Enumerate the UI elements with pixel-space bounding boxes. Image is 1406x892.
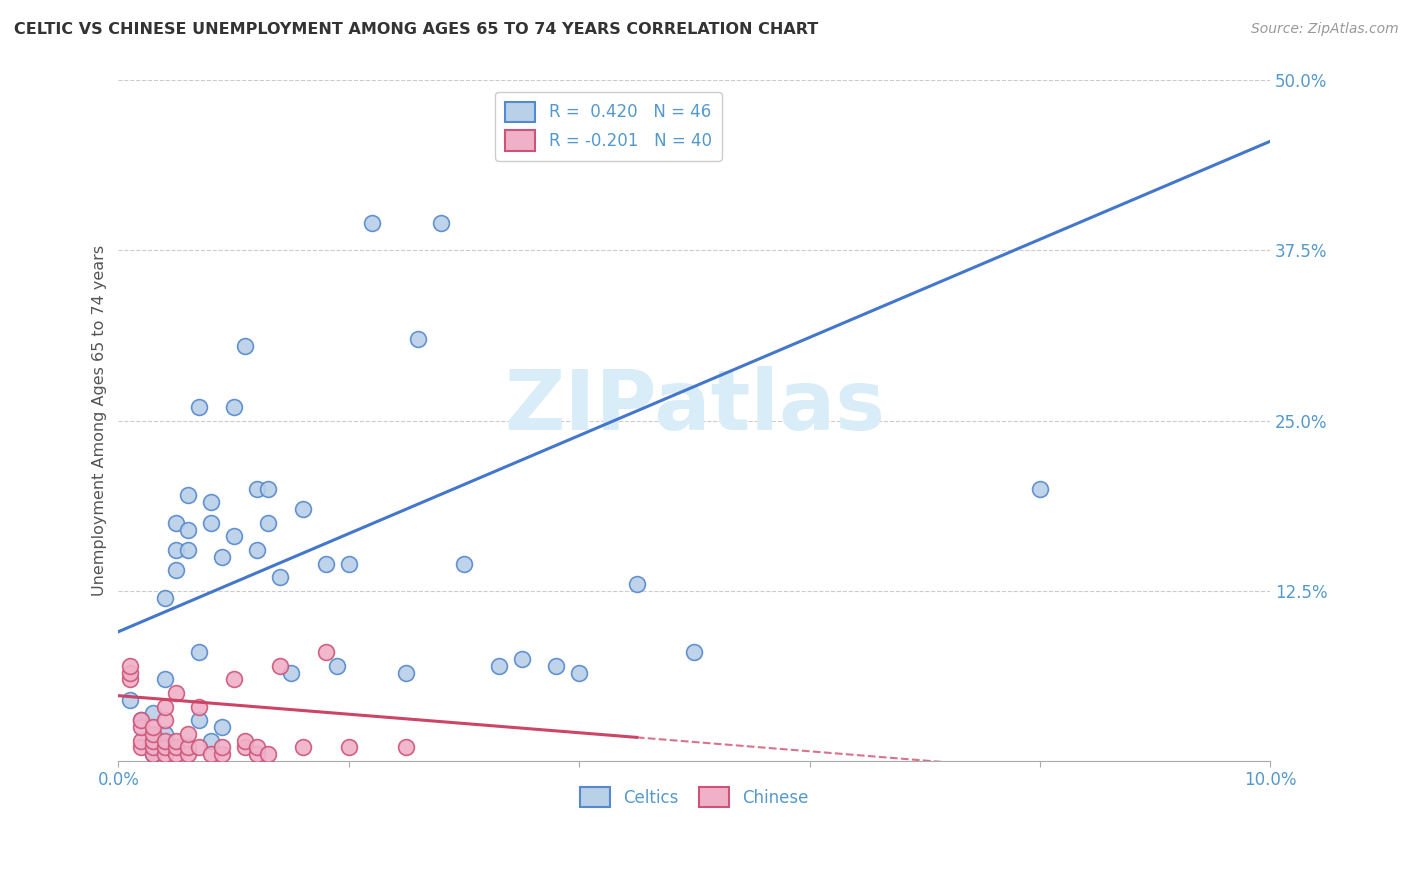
Point — [188, 645, 211, 659]
Point — [176, 523, 198, 537]
Point — [176, 488, 198, 502]
Point — [280, 665, 302, 680]
Point — [395, 665, 418, 680]
Point — [188, 713, 211, 727]
Point — [326, 658, 349, 673]
Point — [176, 747, 198, 762]
Point — [233, 338, 256, 352]
Y-axis label: Unemployment Among Ages 65 to 74 years: Unemployment Among Ages 65 to 74 years — [93, 245, 107, 596]
Point — [118, 673, 141, 687]
Point — [211, 747, 233, 762]
Point — [257, 747, 280, 762]
Point — [269, 570, 291, 584]
Point — [153, 727, 176, 741]
Point — [142, 733, 165, 747]
Point — [176, 543, 198, 558]
Point — [200, 747, 222, 762]
Point — [222, 529, 245, 543]
Text: CELTIC VS CHINESE UNEMPLOYMENT AMONG AGES 65 TO 74 YEARS CORRELATION CHART: CELTIC VS CHINESE UNEMPLOYMENT AMONG AGE… — [14, 22, 818, 37]
Point — [291, 740, 314, 755]
Point — [153, 591, 176, 605]
Point — [165, 563, 187, 577]
Point — [626, 577, 648, 591]
Point — [118, 658, 141, 673]
Point — [118, 693, 141, 707]
Point — [430, 216, 453, 230]
Point — [337, 740, 360, 755]
Point — [165, 747, 187, 762]
Point — [211, 720, 233, 734]
Point — [257, 516, 280, 530]
Point — [200, 733, 222, 747]
Point — [200, 516, 222, 530]
Point — [246, 543, 269, 558]
Point — [546, 658, 568, 673]
Point — [165, 686, 187, 700]
Point — [142, 720, 165, 734]
Point — [211, 740, 233, 755]
Text: ZIPatlas: ZIPatlas — [503, 367, 884, 448]
Point — [683, 645, 706, 659]
Point — [188, 740, 211, 755]
Point — [188, 699, 211, 714]
Point — [453, 557, 475, 571]
Point — [165, 543, 187, 558]
Point — [510, 652, 533, 666]
Point — [131, 740, 153, 755]
Point — [165, 733, 187, 747]
Point — [337, 557, 360, 571]
Point — [488, 658, 510, 673]
Point — [131, 713, 153, 727]
Point — [153, 740, 176, 755]
Point — [246, 482, 269, 496]
Point — [176, 727, 198, 741]
Point — [568, 665, 591, 680]
Point — [153, 713, 176, 727]
Point — [200, 495, 222, 509]
Point — [142, 727, 165, 741]
Point — [233, 733, 256, 747]
Point — [165, 740, 187, 755]
Legend: Celtics, Chinese: Celtics, Chinese — [574, 780, 815, 814]
Point — [188, 400, 211, 414]
Point — [142, 740, 165, 755]
Point — [176, 740, 198, 755]
Point — [153, 747, 176, 762]
Point — [142, 747, 165, 762]
Point — [233, 740, 256, 755]
Point — [315, 557, 337, 571]
Point — [315, 645, 337, 659]
Point — [118, 665, 141, 680]
Point — [211, 549, 233, 564]
Point — [291, 502, 314, 516]
Point — [269, 658, 291, 673]
Point — [142, 747, 165, 762]
Text: Source: ZipAtlas.com: Source: ZipAtlas.com — [1251, 22, 1399, 37]
Point — [153, 733, 176, 747]
Point — [131, 713, 153, 727]
Point — [165, 516, 187, 530]
Point — [246, 740, 269, 755]
Point — [222, 400, 245, 414]
Point — [131, 720, 153, 734]
Point — [360, 216, 382, 230]
Point — [406, 332, 429, 346]
Point — [153, 699, 176, 714]
Point — [257, 482, 280, 496]
Point — [395, 740, 418, 755]
Point — [222, 673, 245, 687]
Point — [153, 673, 176, 687]
Point — [131, 733, 153, 747]
Point — [246, 747, 269, 762]
Point — [1029, 482, 1052, 496]
Point — [142, 706, 165, 721]
